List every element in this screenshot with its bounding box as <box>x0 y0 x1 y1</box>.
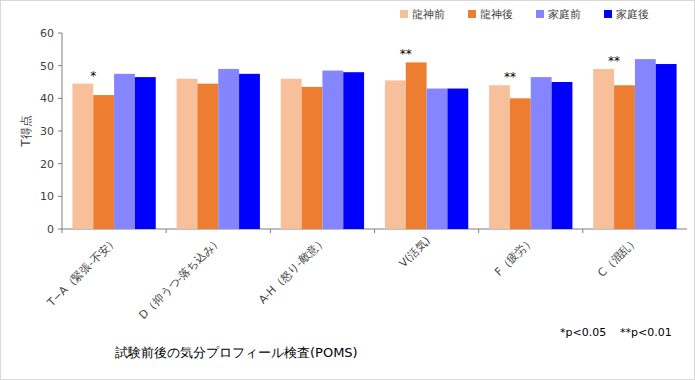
bar <box>656 64 677 229</box>
x-axis-label: 試験前後の気分プロフィール検査(POMS) <box>115 345 358 360</box>
x-tick <box>270 229 271 233</box>
bar <box>218 69 239 229</box>
chart: 0 10 20 30 40 50 60 T得点 T−A（緊張-不安） * D（抑うつ-落ち込み） A-… <box>0 0 695 380</box>
bar <box>635 59 656 229</box>
x-tick-label: C（混乱） <box>595 234 641 280</box>
significance: ** <box>400 47 412 61</box>
y-tick <box>58 196 62 197</box>
x-tick <box>374 229 375 233</box>
significance: * <box>90 69 96 83</box>
frame <box>1 1 695 380</box>
y-axis-label: T得点 <box>19 115 33 147</box>
x-tick <box>166 229 167 233</box>
bar <box>552 82 573 229</box>
significance: ** <box>608 54 620 68</box>
y-tick <box>58 163 62 164</box>
bar <box>447 89 468 229</box>
bar <box>281 79 302 229</box>
legend-swatch <box>536 10 544 18</box>
x-tick <box>582 229 583 233</box>
legend-label: 龍神前 <box>412 8 445 21</box>
annotation: **p<0.01 <box>620 326 672 339</box>
bar <box>614 85 635 229</box>
bar <box>593 69 614 229</box>
y-tick-label: 60 <box>40 27 54 40</box>
bar <box>72 84 93 229</box>
y-tick <box>58 131 62 132</box>
bar <box>343 72 364 229</box>
bar <box>135 77 156 229</box>
legend-label: 家庭後 <box>616 8 649 21</box>
x-tick <box>478 229 479 233</box>
x-tick <box>62 229 63 233</box>
significance: ** <box>504 70 516 84</box>
bar <box>114 74 135 229</box>
bar <box>177 79 198 229</box>
y-axis <box>62 33 63 229</box>
x-tick-label: T−A（緊張-不安） <box>44 234 120 310</box>
legend-label: 家庭前 <box>548 8 581 21</box>
y-tick-label: 40 <box>40 92 54 105</box>
y-tick-label: 0 <box>47 223 54 236</box>
y-tick-label: 10 <box>40 190 54 203</box>
bar <box>302 87 323 229</box>
bar <box>385 80 406 229</box>
bar <box>93 95 114 229</box>
y-tick-label: 20 <box>40 158 54 171</box>
legend-swatch <box>468 10 476 18</box>
x-tick-label: D（抑うつ-落ち込み） <box>136 234 224 322</box>
bar <box>510 98 531 229</box>
bar <box>489 85 510 229</box>
legend-swatch <box>400 10 408 18</box>
y-tick-label: 50 <box>40 60 54 73</box>
y-tick <box>58 33 62 34</box>
x-tick-label: F（疲労） <box>492 234 537 279</box>
legend-label: 龍神後 <box>480 8 513 21</box>
bar <box>531 77 552 229</box>
annotation: *p<0.05 <box>560 326 606 339</box>
bar <box>427 89 448 229</box>
y-tick <box>58 98 62 99</box>
legend-swatch <box>604 10 612 18</box>
bars <box>72 59 676 229</box>
bar <box>239 74 260 229</box>
x-tick-label: A-H（怒り-敵意） <box>256 234 328 306</box>
bar <box>406 62 427 229</box>
bar <box>197 84 218 229</box>
y-tick <box>58 65 62 66</box>
y-tick-label: 30 <box>40 125 54 138</box>
x-tick-label: V(活気) <box>397 234 433 270</box>
bar <box>322 71 343 229</box>
y-tick <box>58 229 62 230</box>
